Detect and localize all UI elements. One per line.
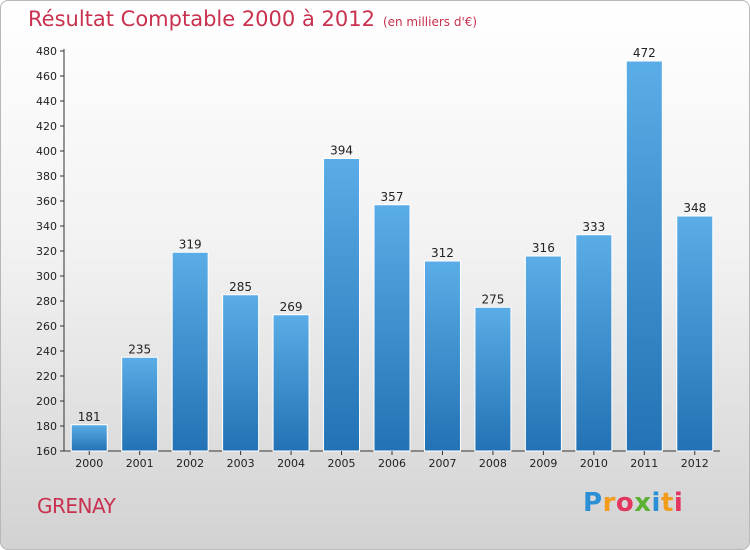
y-tick-label: 220: [36, 370, 57, 383]
x-tick-label: 2004: [277, 457, 305, 470]
y-tick-label: 400: [36, 145, 57, 158]
title-main: Résultat Comptable 2000 à 2012: [28, 7, 375, 31]
logo-letter: o: [615, 488, 635, 518]
x-tick-label: 2005: [328, 457, 356, 470]
commune-name: GRENAY: [37, 494, 116, 518]
x-tick-label: 2010: [580, 457, 608, 470]
x-tick-label: 2003: [227, 457, 255, 470]
y-tick-label: 460: [36, 70, 57, 83]
logo-letter: t: [660, 488, 674, 518]
x-tick-label: 2006: [378, 457, 406, 470]
bar: [70, 424, 108, 452]
y-tick-label: 360: [36, 195, 57, 208]
bar: [272, 314, 310, 452]
logo-letter: x: [634, 488, 652, 518]
y-tick-label: 300: [36, 270, 57, 283]
x-tick-label: 2007: [428, 457, 456, 470]
bar: [423, 260, 461, 452]
bar: [524, 255, 562, 452]
y-tick-label: 280: [36, 295, 57, 308]
x-tick-label: 2001: [126, 457, 154, 470]
logo-letter: i: [651, 488, 661, 518]
logo-letter: P: [583, 488, 603, 518]
bar: [676, 215, 714, 452]
bar-value-label: 181: [78, 410, 101, 424]
bar: [171, 251, 209, 452]
logo-letter: r: [602, 488, 616, 518]
proxiti-logo: Proxiti: [583, 488, 683, 518]
bar: [575, 234, 613, 452]
y-tick-label: 340: [36, 220, 57, 233]
bar-value-label: 316: [532, 241, 555, 255]
x-tick-label: 2000: [75, 457, 103, 470]
title-unit: (en milliers d'€): [382, 15, 478, 29]
bar-value-label: 348: [683, 201, 706, 215]
bar-value-label: 394: [330, 144, 353, 158]
bar-value-label: 269: [280, 300, 303, 314]
bar-value-label: 312: [431, 246, 454, 260]
y-tick-label: 380: [36, 170, 57, 183]
x-tick-label: 2012: [681, 457, 709, 470]
bar-value-label: 357: [381, 190, 404, 204]
y-tick-label: 440: [36, 95, 57, 108]
y-tick-label: 180: [36, 420, 57, 433]
bar: [474, 306, 512, 452]
bar-value-label: 235: [128, 342, 151, 356]
bar-value-label: 333: [582, 220, 605, 234]
bar-value-label: 472: [633, 46, 656, 60]
y-tick-label: 240: [36, 345, 57, 358]
bar: [373, 204, 411, 452]
bar: [625, 60, 663, 452]
bar: [222, 294, 260, 452]
bar-value-label: 319: [179, 237, 202, 251]
y-tick-label: 480: [36, 45, 57, 58]
bar-value-label: 285: [229, 280, 252, 294]
y-tick-label: 260: [36, 320, 57, 333]
logo-letter: i: [673, 488, 684, 518]
y-tick-label: 160: [36, 445, 57, 458]
y-tick-label: 320: [36, 245, 57, 258]
x-tick-label: 2008: [479, 457, 507, 470]
x-tick-label: 2002: [176, 457, 204, 470]
x-tick-label: 2011: [630, 457, 658, 470]
y-tick-label: 420: [36, 120, 57, 133]
bar: [323, 158, 361, 452]
y-tick-label: 200: [36, 395, 57, 408]
x-tick-label: 2009: [529, 457, 557, 470]
bar: [121, 356, 159, 452]
bar-value-label: 275: [481, 292, 504, 306]
chart-title: Résultat Comptable 2000 à 2012 (en millie…: [28, 7, 477, 31]
